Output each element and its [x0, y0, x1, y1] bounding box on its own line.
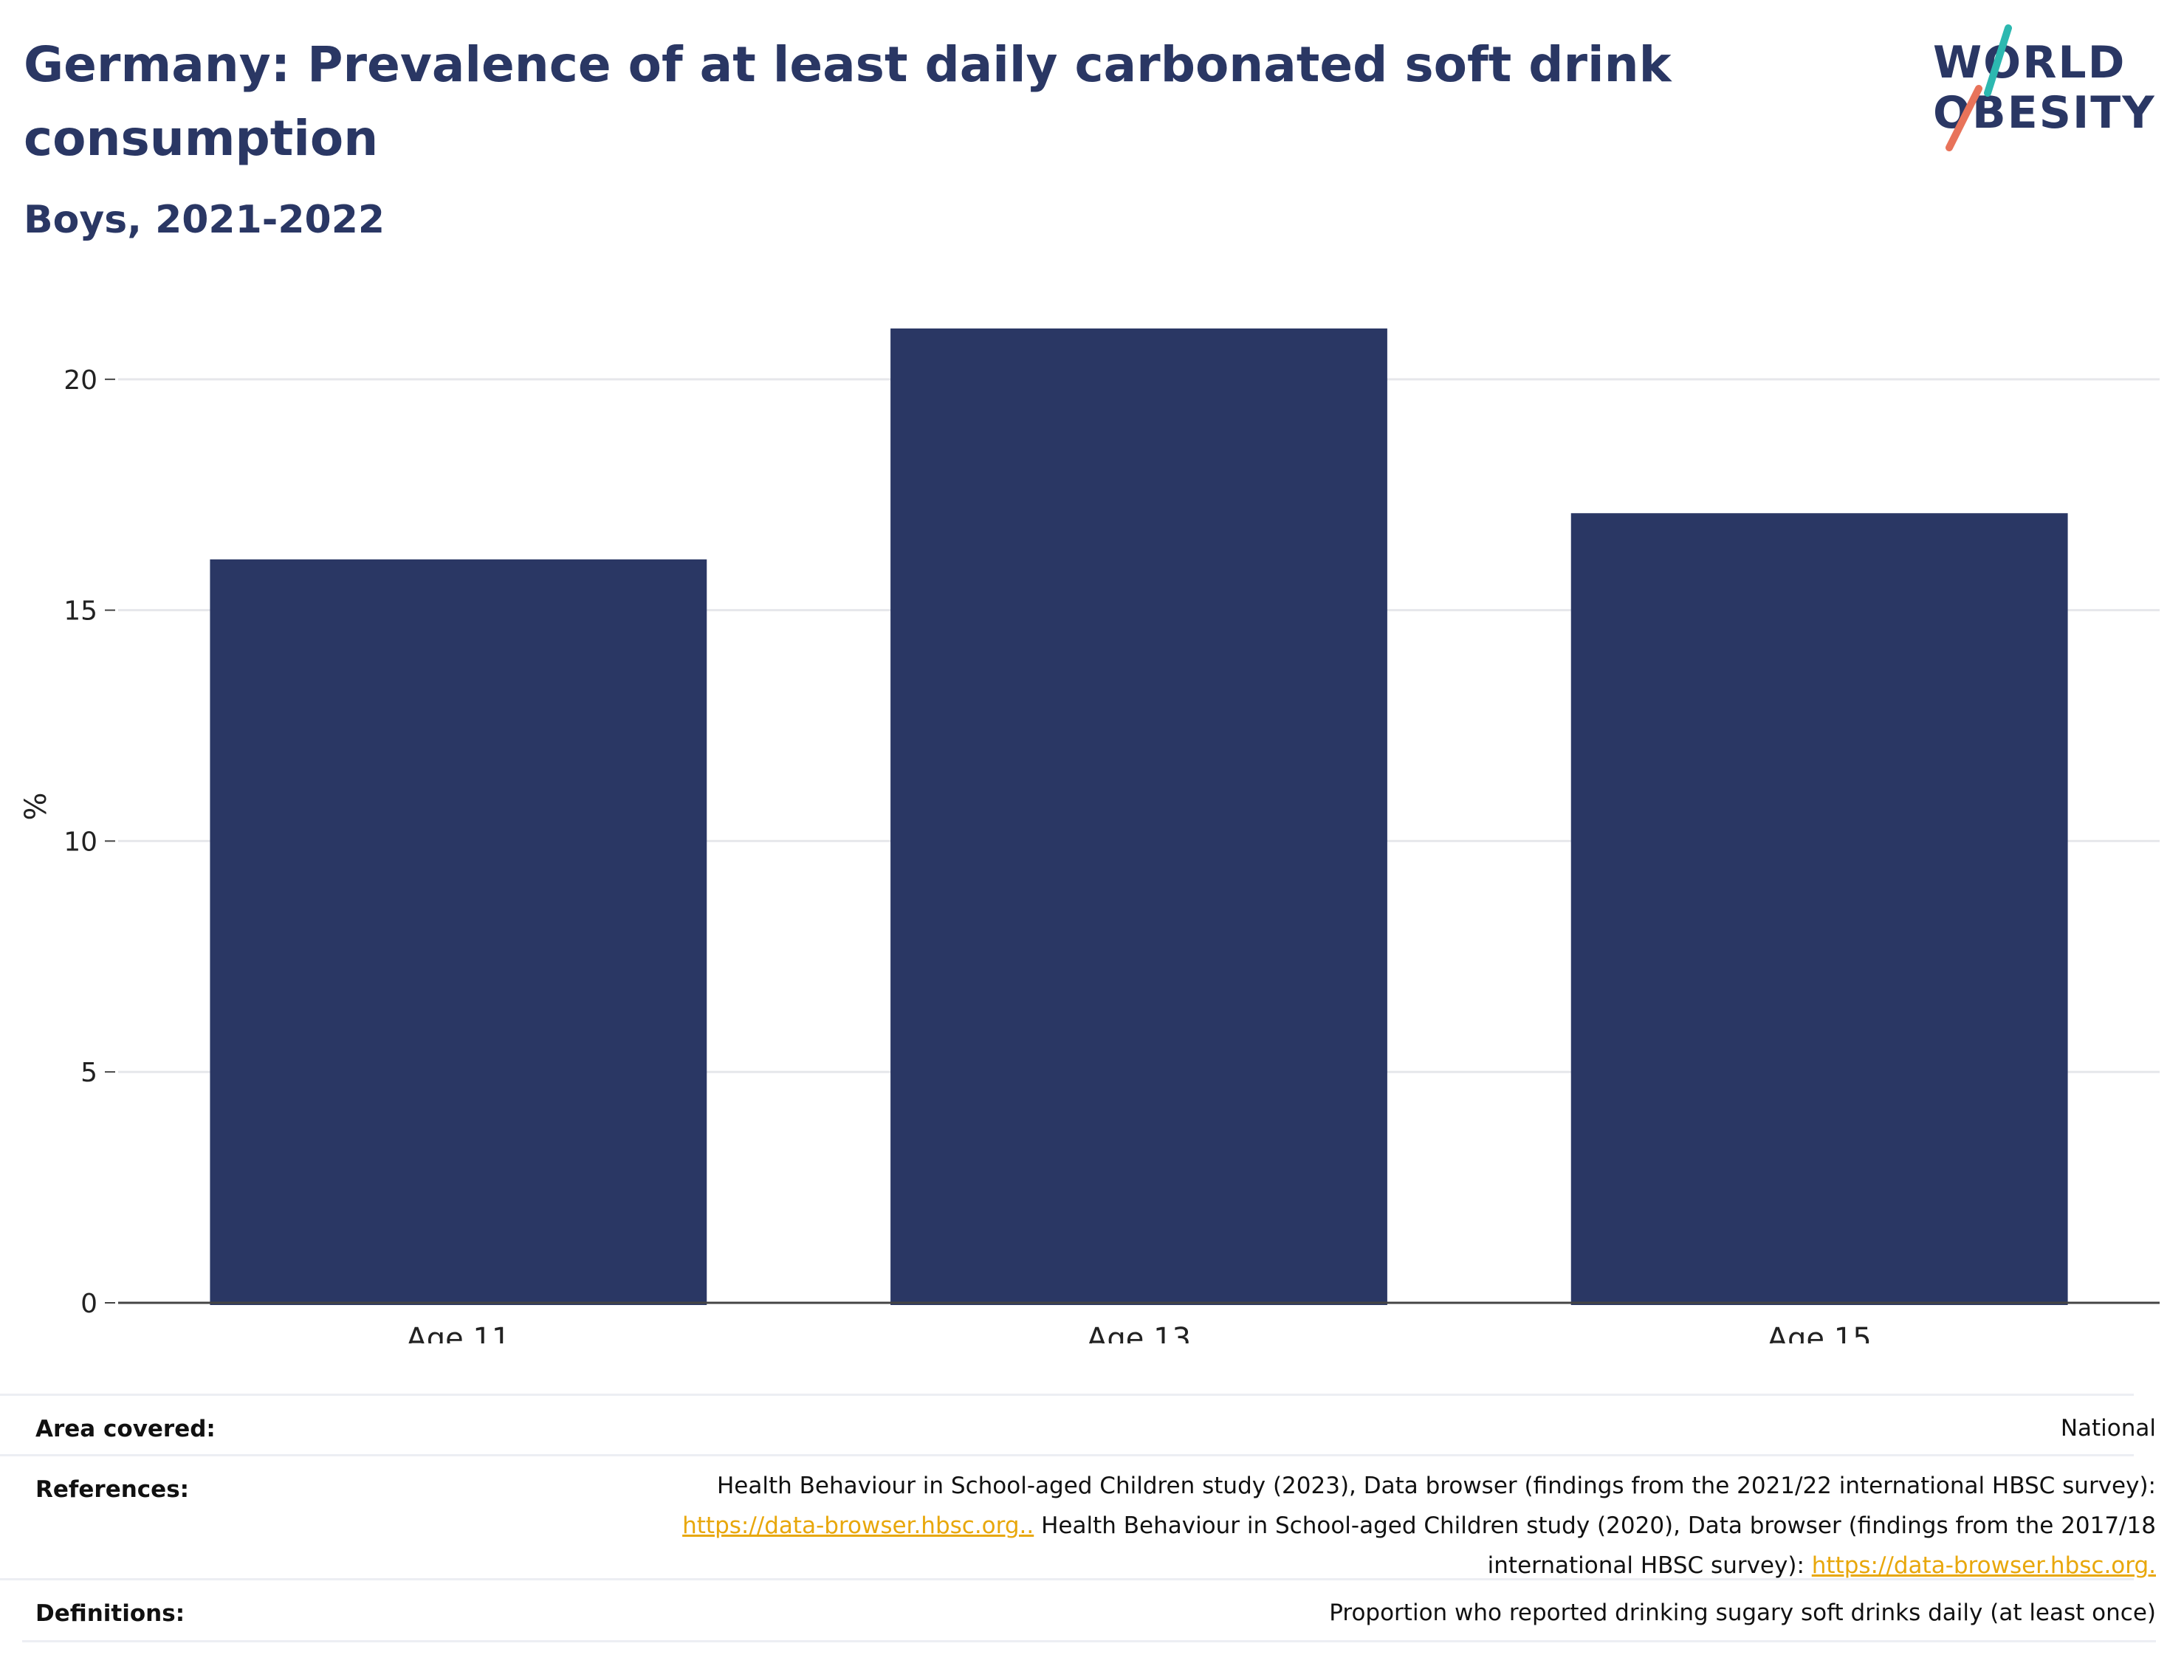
- references-line-3: international HBSC survey): https://data…: [682, 1546, 2156, 1586]
- bar-age-15: [1570, 513, 2068, 1305]
- y-axis-label: %: [19, 792, 53, 820]
- x-axis-ticks: Age 11 Age 13 Age 15: [406, 1322, 1871, 1343]
- logo-word-world: WORLD: [1933, 37, 2126, 89]
- meta-divider-definitions: [0, 1578, 2134, 1580]
- references-label: References:: [35, 1476, 190, 1503]
- references-line-3-text: international HBSC survey):: [1487, 1552, 1812, 1579]
- definitions-label: Definitions:: [35, 1600, 185, 1627]
- bar-age-11: [210, 559, 707, 1305]
- references-line-2-text: Health Behaviour in School-aged Children…: [1034, 1512, 2156, 1539]
- y-tick-label: 20: [63, 365, 97, 396]
- logo-slash-icon: [1946, 24, 2012, 151]
- world-obesity-logo: WORLD OBESITY: [1920, 21, 2171, 154]
- references-link-2[interactable]: https://data-browser.hbsc.org.: [1811, 1552, 2156, 1579]
- bar-age-13: [890, 328, 1387, 1306]
- x-tick-label: Age 13: [1087, 1322, 1191, 1343]
- bars: [210, 328, 2068, 1306]
- area-covered-label: Area covered:: [35, 1416, 216, 1442]
- chart-subtitle: Boys, 2021-2022: [24, 198, 385, 242]
- area-covered-value: National: [2060, 1415, 2156, 1442]
- y-axis-ticks: 0 5 10 15 20: [63, 365, 115, 1319]
- x-tick-label: Age 11: [406, 1322, 510, 1343]
- x-tick-label: Age 15: [1768, 1322, 1872, 1343]
- references-value: Health Behaviour in School-aged Children…: [682, 1466, 2156, 1586]
- references-line-2: https://data-browser.hbsc.org.. Health B…: [682, 1506, 2156, 1546]
- meta-divider-references: [0, 1454, 2134, 1456]
- meta-divider-bottom: [22, 1640, 2156, 1642]
- y-tick-label: 5: [80, 1058, 97, 1088]
- references-line-1: Health Behaviour in School-aged Children…: [717, 1473, 2156, 1499]
- bar-chart: 0 5 10 15 20 Age 11 Age 13 Age 15 %: [19, 328, 2160, 1343]
- definitions-value: Proportion who reported drinking sugary …: [1329, 1600, 2156, 1626]
- y-tick-label: 10: [63, 827, 97, 857]
- meta-divider-top: [0, 1394, 2134, 1396]
- y-tick-label: 15: [63, 596, 97, 627]
- chart-title: Germany: Prevalence of at least daily ca…: [24, 36, 1672, 167]
- references-link-1[interactable]: https://data-browser.hbsc.org..: [682, 1512, 1034, 1539]
- y-tick-label: 0: [80, 1289, 97, 1319]
